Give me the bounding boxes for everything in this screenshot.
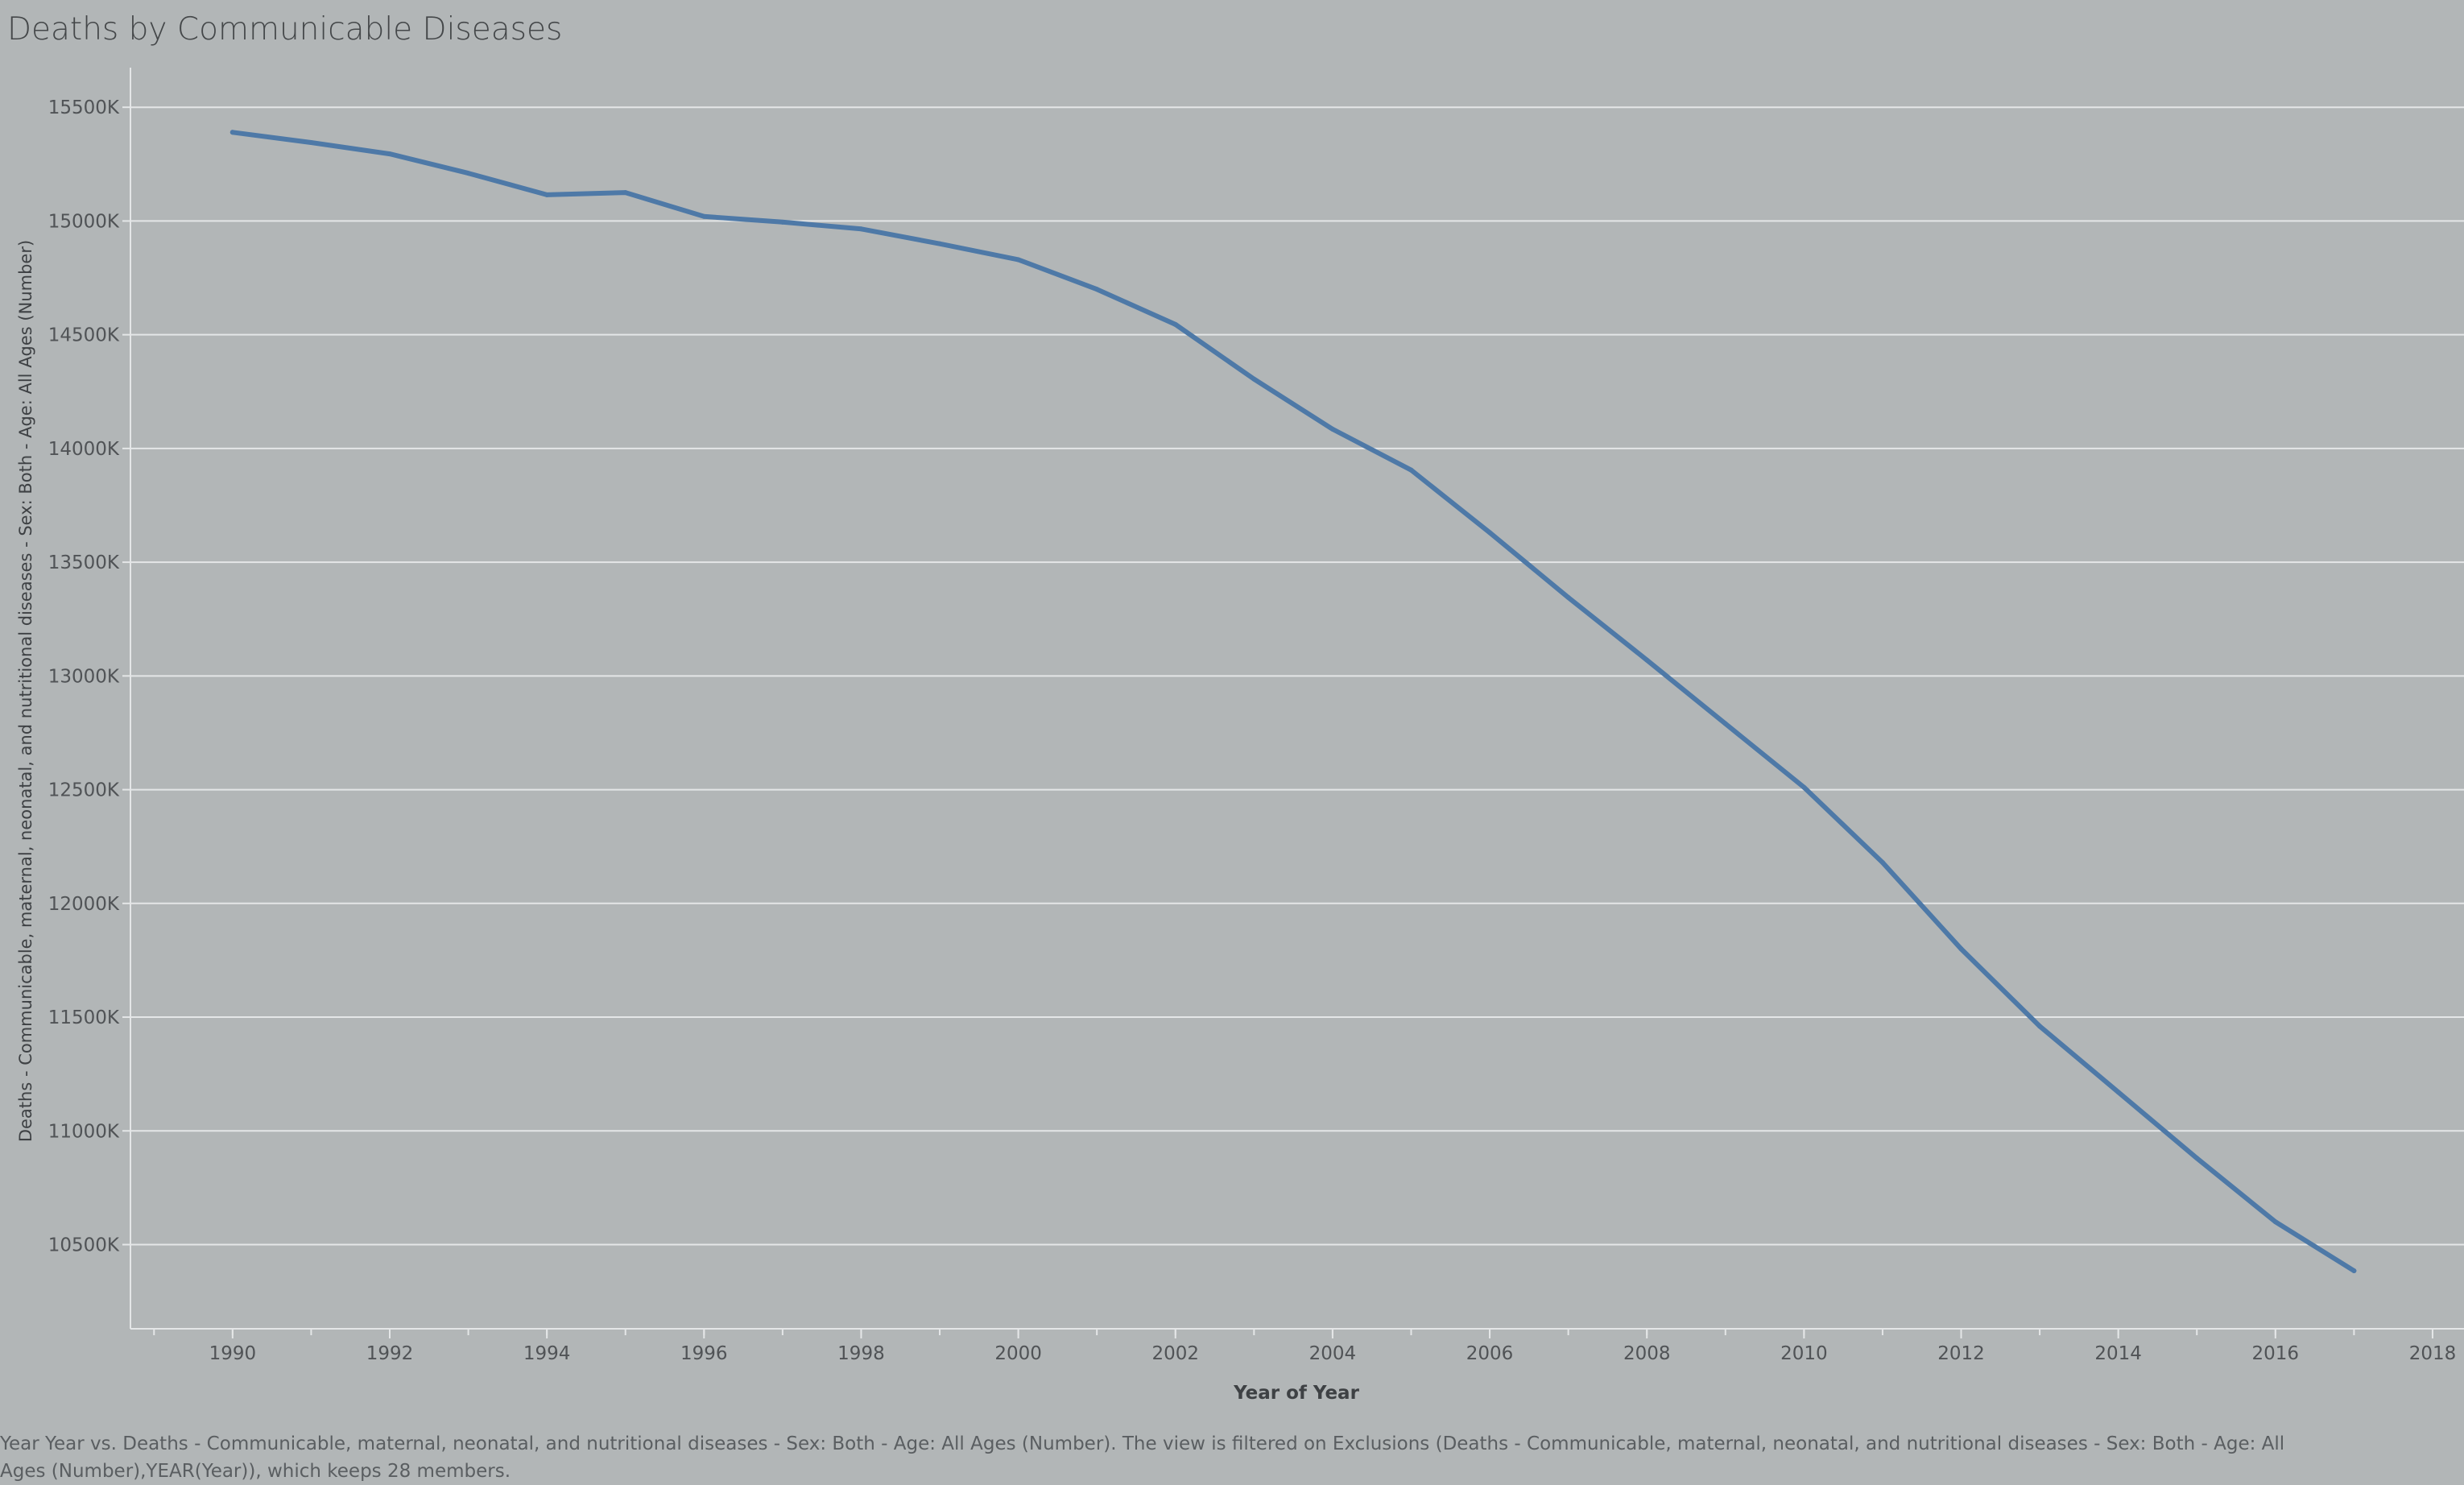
series-layer: [229, 130, 2357, 1273]
data-point: [1644, 657, 1650, 663]
y-tick-label: 11000K: [48, 1121, 120, 1142]
series-line: [229, 130, 2357, 1273]
data-point: [544, 192, 550, 197]
y-axis-label: Deaths - Communicable, maternal, neonata…: [16, 240, 35, 1142]
y-tick-label: 15500K: [48, 97, 120, 118]
x-tick-label: 2006: [1466, 1343, 1514, 1364]
data-point: [1408, 467, 1414, 473]
x-tick-label: 1994: [523, 1343, 571, 1364]
y-tick-label: 14500K: [48, 325, 120, 346]
data-point: [1958, 946, 1964, 952]
data-point: [387, 151, 392, 157]
data-point: [465, 171, 471, 176]
data-point: [229, 130, 235, 135]
x-tick-label: 2002: [1151, 1343, 1199, 1364]
x-tick-label: 1998: [837, 1343, 885, 1364]
data-point: [2272, 1219, 2278, 1225]
y-tick-label: 14000K: [48, 439, 120, 460]
x-tick-label: 1990: [209, 1343, 257, 1364]
axes: [122, 68, 2464, 1338]
data-point: [622, 190, 628, 196]
chart-caption: Year Year vs. Deaths - Communicable, mat…: [0, 1433, 2285, 1482]
x-tick-label: 2014: [2094, 1343, 2142, 1364]
data-point: [1801, 784, 1807, 790]
y-tick-label: 13000K: [48, 666, 120, 687]
data-point: [1879, 859, 1885, 865]
x-tick-label: 2012: [1937, 1343, 1985, 1364]
x-axis-label: Year of Year: [1233, 1383, 1359, 1404]
y-tick-label: 11500K: [48, 1007, 120, 1028]
x-tick-label: 2018: [2409, 1343, 2457, 1364]
data-point: [1565, 594, 1571, 600]
data-point: [1172, 321, 1178, 327]
data-point: [1722, 721, 1728, 726]
x-tick-label: 1992: [366, 1343, 414, 1364]
gridlines: [130, 106, 2464, 1246]
data-point: [2115, 1090, 2121, 1095]
chart-title: Deaths by Communicable Diseases: [7, 11, 563, 48]
y-tick-label: 12000K: [48, 894, 120, 915]
data-point: [1015, 257, 1021, 263]
x-tick-label: 2016: [2252, 1343, 2300, 1364]
data-point: [1487, 530, 1493, 536]
data-point: [1094, 287, 1100, 292]
data-point: [1251, 376, 1257, 382]
data-point: [701, 213, 707, 219]
y-tick-label: 10500K: [48, 1235, 120, 1255]
x-tick-label: 2010: [1780, 1343, 1828, 1364]
x-tick-label: 1996: [680, 1343, 728, 1364]
x-tick-label: 2004: [1309, 1343, 1357, 1364]
data-point: [2351, 1268, 2357, 1273]
tick-labels: 10500K 11000K 11500K 12000K 12500K 13000K 1350…: [48, 97, 2456, 1364]
x-tick-label: 2008: [1623, 1343, 1671, 1364]
data-point: [779, 219, 785, 225]
data-point: [1329, 426, 1335, 432]
y-tick-label: 13500K: [48, 552, 120, 573]
data-point: [308, 139, 314, 145]
data-point: [2037, 1024, 2043, 1029]
y-tick-label: 12500K: [48, 780, 120, 801]
data-point: [2194, 1156, 2200, 1161]
data-point: [858, 226, 864, 232]
y-tick-label: 15000K: [48, 211, 120, 232]
data-point: [937, 241, 943, 246]
x-tick-label: 2000: [994, 1343, 1042, 1364]
